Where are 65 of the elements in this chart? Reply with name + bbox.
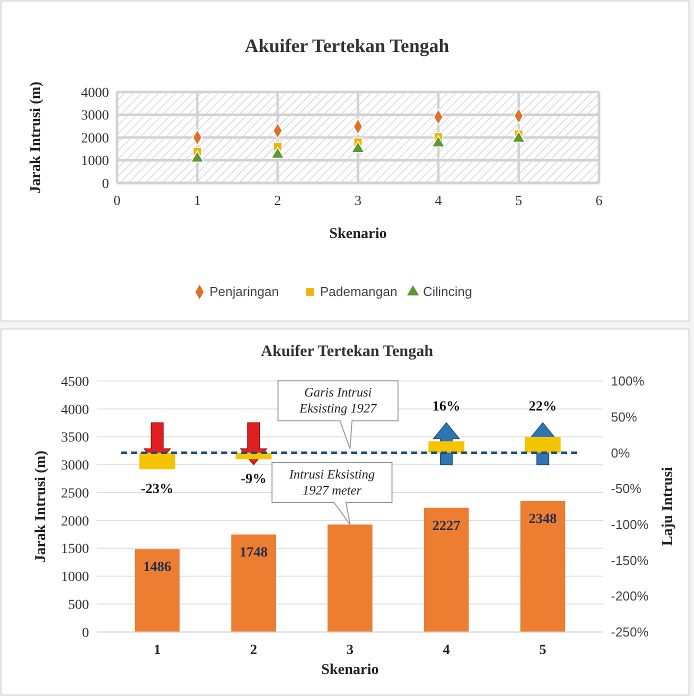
y-tick-label: 4000 [61,402,89,418]
y-tick-label: 0 [102,176,109,192]
x-tick-label: 3 [346,643,354,658]
ref-line-label: Garis Intrusi Eksisting 1927 [298,384,377,416]
y2-tick-label: -100% [611,516,650,532]
x-tick-label: 1 [194,194,201,209]
y-tick-label: 3500 [61,430,89,446]
x-axis-title: Skenario [329,226,387,242]
bar [428,441,464,453]
y-axis-title: Jarak Intrusi (m) [33,450,49,562]
point [190,150,204,163]
bar [424,508,469,632]
x-tick-label: 2 [274,194,282,209]
x-tick-label: 2 [250,643,258,658]
y-tick-label: 4000 [81,86,109,101]
x-tick-label: 1 [154,643,161,658]
data-label: 22% [528,400,557,415]
data-label: 2227 [432,518,460,534]
x-tick-label: 5 [515,194,522,209]
x-axis-title: Skenario [321,662,379,678]
y2-axis-title: Laju Intrusi [660,467,676,546]
point [512,130,526,143]
y-tick-label: 3000 [81,108,109,124]
point [270,146,285,159]
x-tick-label: 6 [596,194,602,209]
legend-label: Cilincing [423,284,472,299]
y2-tick-label: -50% [611,481,642,496]
x-tick-label: 3 [354,194,362,209]
x-tick-label: 0 [114,194,120,209]
chart-title: Akuifer Tertekan Tengah [260,343,434,360]
data-label: -23% [140,482,174,498]
point [351,141,365,154]
data-label: -9% [240,472,266,488]
y-tick-label: 4500 [61,374,89,390]
bar [231,534,276,632]
bar [520,501,566,632]
data-label: 1748 [240,546,268,560]
legend-label: Pademangan [320,284,398,299]
x-tick-label: 4 [442,643,450,658]
data-label: 16% [432,400,460,415]
data-label: 2348 [528,512,557,528]
y-tick-label: 2000 [61,514,89,530]
y2-tick-label: 50% [611,409,638,424]
y2-tick-label: 0% [611,445,630,460]
y2-tick-label: -150% [611,552,650,568]
y2-tick-label: -250% [611,624,650,640]
y-tick-label: 2000 [81,131,109,146]
y2-tick-label: -200% [611,588,650,604]
y-tick-label: 500 [68,598,89,614]
y-tick-label: 2500 [61,486,89,502]
y-tick-label: 1000 [61,570,89,586]
chart-title: Akuifer Tertekan Tengah [244,36,450,57]
y-tick-label: 1500 [61,542,89,558]
x-tick-label: 5 [539,643,546,658]
y-tick-label: 3000 [61,458,89,474]
y2-tick-label: 100% [611,374,645,389]
data-label: 1486 [143,560,172,576]
bar [134,549,180,632]
y-tick-label: 1000 [81,154,109,170]
annotation: Intrusi Eksisting 1927 meter [288,466,376,498]
point [431,135,446,148]
y-tick-label: 0 [82,626,89,641]
x-tick-label: 4 [434,194,442,209]
legend-label: Penjaringan [210,284,279,299]
y-axis-title: Jarak Intrusi (m) [28,82,44,194]
